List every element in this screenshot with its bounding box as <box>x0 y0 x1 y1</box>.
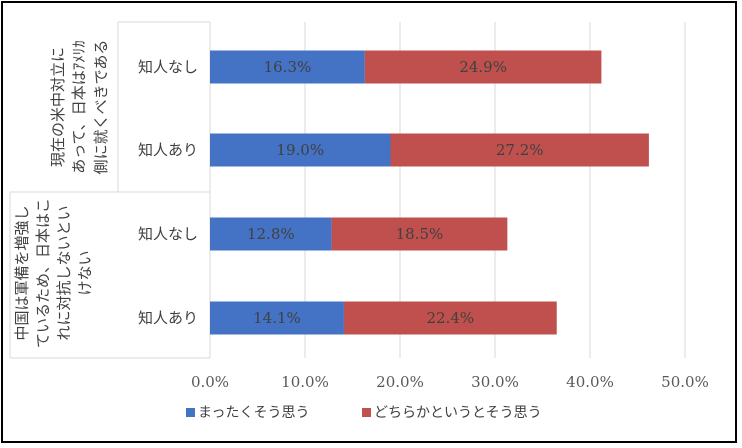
legend-swatch-series-0 <box>186 408 195 417</box>
category-label: 知人あり <box>138 141 198 159</box>
legend-swatch-series-1 <box>362 408 371 417</box>
group-label-line: れに対抗しないとい <box>55 205 73 340</box>
category-axis: 現在の米中対立に あって、日本はｱﾒﾘｶ 側に就くべきである 知人なし知人あり中国は軍… <box>9 21 211 359</box>
x-axis-tick-labels: 0.0% 10.0% 20.0% 30.0% 40.0% 50.0% <box>191 373 709 391</box>
data-labels: 16.3% 24.9% 19.0% 27.2% 12.8% 18.5% 14.1% 22.4% <box>247 58 544 327</box>
bar-segment-series-1 <box>331 217 508 251</box>
x-tick-label: 10.0% <box>281 373 329 391</box>
x-tick-label: 0.0% <box>191 373 229 391</box>
group-label-line: 現在の米中対立に <box>49 47 67 167</box>
bar-data-label: 12.8% <box>247 225 295 243</box>
legend-label-series-0: まったくそう思う <box>198 405 309 421</box>
bar-segment-series-1 <box>390 133 649 167</box>
bar-segment-series-0 <box>210 301 344 335</box>
category-label: 知人あり <box>138 309 198 327</box>
bar-segment-series-0 <box>210 217 332 251</box>
group-label-line: けない <box>76 250 94 295</box>
bars <box>210 50 649 335</box>
bar-data-label: 19.0% <box>276 141 324 159</box>
x-tick-label: 40.0% <box>566 373 614 391</box>
bar-data-label: 18.5% <box>396 225 444 243</box>
category-label: 知人なし <box>138 225 198 243</box>
group-label-line: 側に就くべきである <box>92 40 110 175</box>
bar-data-label: 24.9% <box>459 58 507 76</box>
bar-data-label: 16.3% <box>264 58 312 76</box>
legend: まったくそう思う どちらかというとそう思う <box>186 405 542 421</box>
bar-data-label: 22.4% <box>427 309 475 327</box>
legend-label-series-1: どちらかというとそう思う <box>374 405 542 421</box>
group-label-line: ているため、日本はこ <box>34 198 52 348</box>
group-label-line: あって、日本はｱﾒﾘｶ <box>70 40 88 174</box>
bar-segment-series-0 <box>210 133 391 167</box>
x-tick-label: 30.0% <box>471 373 519 391</box>
category-label: 知人なし <box>138 58 198 76</box>
group-label-line: 中国は軍備を増強し <box>13 205 31 340</box>
bar-data-label: 27.2% <box>496 141 544 159</box>
bar-segment-series-1 <box>364 50 602 84</box>
x-tick-label: 20.0% <box>376 373 424 391</box>
bar-segment-series-1 <box>343 301 557 335</box>
bar-segment-series-0 <box>210 50 365 84</box>
bar-data-label: 14.1% <box>253 309 301 327</box>
x-tick-label: 50.0% <box>661 373 709 391</box>
